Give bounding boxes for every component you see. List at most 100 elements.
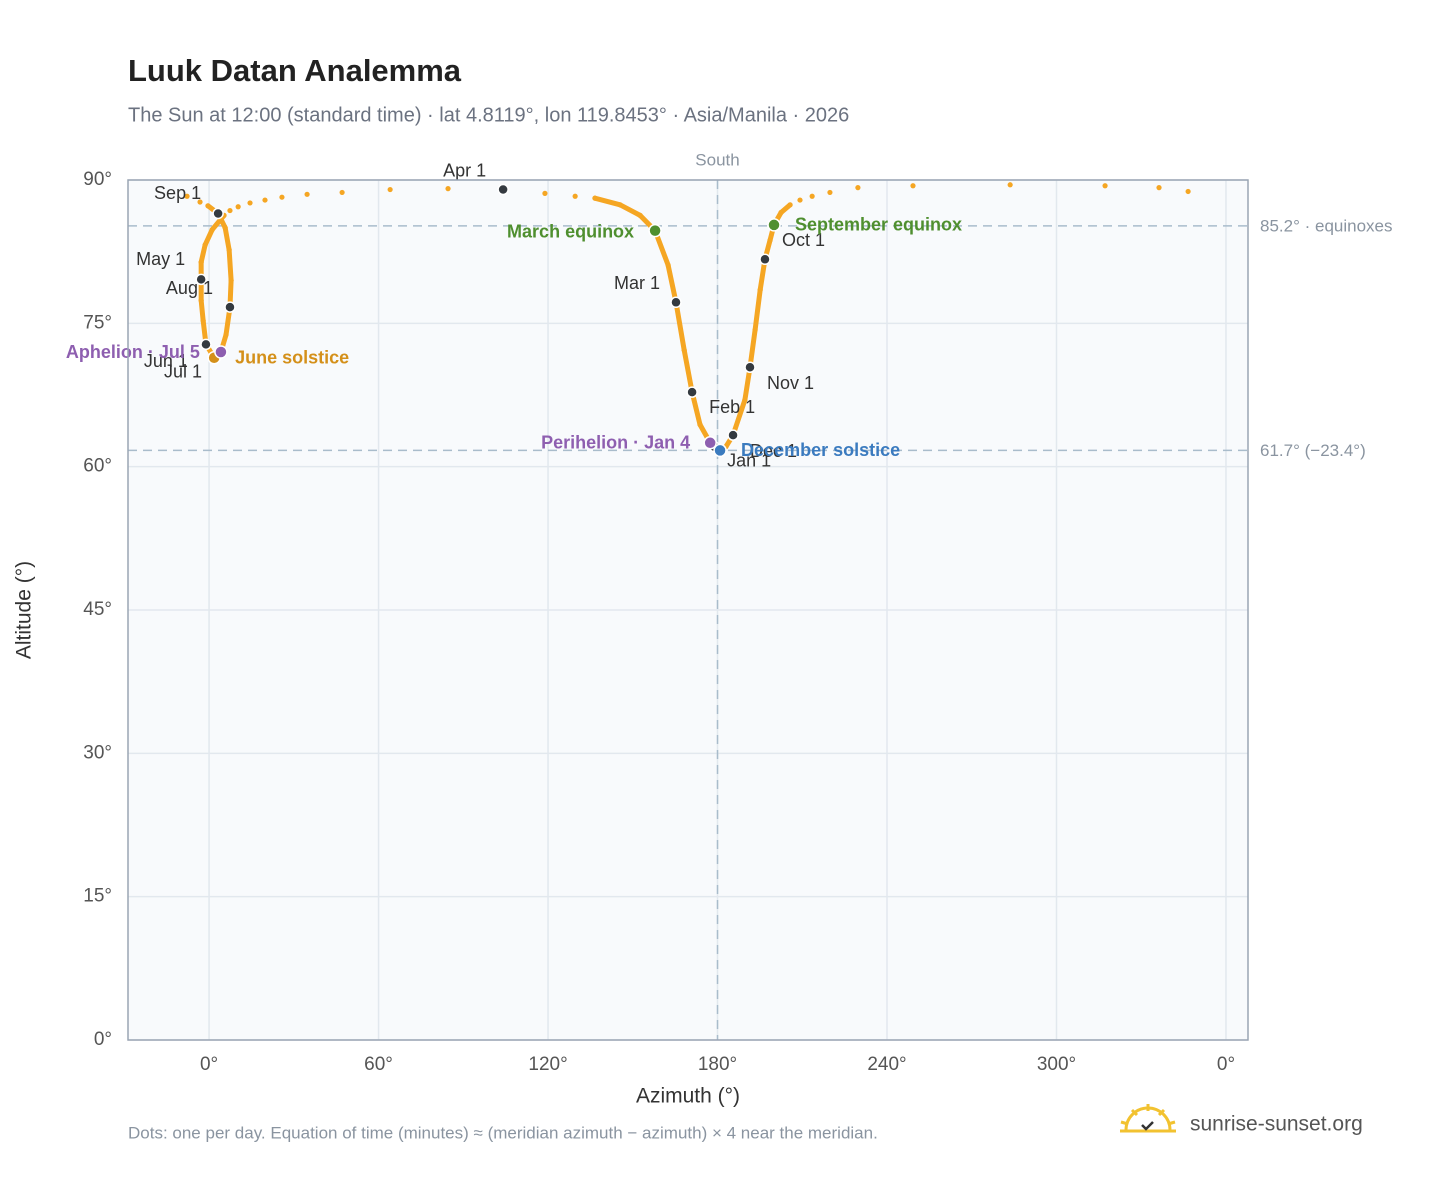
day-dot xyxy=(1156,185,1162,191)
curve-segment xyxy=(730,397,748,438)
day-dot xyxy=(809,193,815,199)
day-dot xyxy=(778,209,784,216)
x-tick-label: 300° xyxy=(1037,1054,1076,1075)
month-label: Oct 1 xyxy=(782,230,825,250)
x-tick-label: 60° xyxy=(364,1054,393,1075)
month-label: Mar 1 xyxy=(614,273,660,293)
x-tick-label: 0° xyxy=(200,1054,218,1075)
x-tick-label: 120° xyxy=(528,1054,567,1075)
meridian-label: South xyxy=(695,150,739,169)
curve-segment xyxy=(198,297,206,323)
chart-title: Luuk Datan Analemma xyxy=(128,53,462,88)
month-marker xyxy=(686,386,698,398)
month-marker xyxy=(200,338,212,351)
month-marker xyxy=(497,183,509,196)
event-marker xyxy=(703,436,717,450)
day-dot xyxy=(228,277,234,283)
curve-segment xyxy=(665,262,679,305)
day-dot xyxy=(572,193,578,199)
event-marker xyxy=(648,223,662,238)
curve-segment xyxy=(198,242,208,265)
day-dot xyxy=(757,287,763,293)
curve-segment xyxy=(752,287,763,333)
brand: sunrise-sunset.org xyxy=(1190,1113,1363,1136)
chart-subtitle: The Sun at 12:00 (standard time) · lat 4… xyxy=(128,104,849,126)
y-tick-label: 75° xyxy=(83,312,112,333)
day-dot xyxy=(445,186,451,192)
month-marker xyxy=(759,253,771,266)
month-label: Jan 1 xyxy=(727,450,771,470)
month-label: Nov 1 xyxy=(767,373,814,393)
day-dot xyxy=(697,422,703,428)
day-dot xyxy=(304,191,310,197)
event-label: Perihelion · Jan 4 xyxy=(541,433,690,453)
month-label: Aug 1 xyxy=(166,278,213,298)
reference-lines xyxy=(128,180,1248,1040)
day-dot xyxy=(1102,183,1108,189)
day-dot xyxy=(198,259,204,265)
month-label: Sep 1 xyxy=(154,183,201,203)
day-dot xyxy=(235,204,241,210)
event-marker xyxy=(767,218,781,232)
x-tick-label: 0° xyxy=(1217,1054,1235,1075)
month-label: Jun 1 xyxy=(144,351,188,371)
event-label: December solstice xyxy=(741,440,900,460)
month-marker xyxy=(744,361,756,374)
event-label: Aphelion · Jul 5 xyxy=(66,342,200,362)
day-dot xyxy=(665,262,671,268)
day-dot xyxy=(797,197,803,203)
y-tick-label: 60° xyxy=(83,456,112,477)
curve-segment xyxy=(673,299,687,353)
month-marker xyxy=(670,296,682,309)
event-marker xyxy=(214,345,228,359)
y-axis-title: Altitude (°) xyxy=(13,561,36,659)
y-tick-label: 90° xyxy=(83,169,112,190)
day-dot xyxy=(617,202,623,208)
day-dot xyxy=(198,297,204,303)
day-dot xyxy=(592,195,598,201)
curve-segment xyxy=(226,247,234,283)
day-dot xyxy=(200,317,206,324)
month-marker xyxy=(195,273,207,286)
curve-segment xyxy=(202,227,215,248)
day-dot xyxy=(910,183,916,189)
month-label: Dec 1 xyxy=(750,441,797,461)
day-dot xyxy=(767,237,773,243)
month-label: Feb 1 xyxy=(709,397,755,417)
footnote: Dots: one per day. Equation of time (min… xyxy=(128,1123,878,1142)
day-dot xyxy=(681,347,687,353)
curve-segment xyxy=(747,327,758,370)
day-dot xyxy=(827,189,833,196)
curve-segment xyxy=(681,347,695,395)
day-dot xyxy=(202,242,208,248)
day-dot xyxy=(222,225,228,231)
day-dot xyxy=(742,397,748,403)
month-label: Apr 1 xyxy=(443,160,486,180)
reference-label: 61.7° (−23.4°) xyxy=(1260,441,1366,460)
day-dot xyxy=(184,193,190,199)
curve-segment xyxy=(592,195,623,208)
day-dot xyxy=(1007,182,1013,188)
day-dot xyxy=(262,197,268,203)
day-dot xyxy=(387,186,393,193)
month-label: May 1 xyxy=(136,249,185,269)
day-dot xyxy=(339,189,345,196)
event-label: March equinox xyxy=(507,221,634,241)
x-tick-label: 240° xyxy=(867,1054,906,1075)
day-dot xyxy=(1185,188,1191,195)
month-marker xyxy=(727,429,739,441)
plot-border xyxy=(127,179,1249,1041)
y-tick-label: 0° xyxy=(94,1029,112,1050)
curve-segment xyxy=(617,202,643,218)
day-dot xyxy=(787,202,793,208)
y-tick-label: 15° xyxy=(83,886,112,907)
x-axis-title: Azimuth (°) xyxy=(636,1085,740,1108)
day-dot xyxy=(247,200,253,206)
x-tick-label: 180° xyxy=(698,1054,737,1075)
day-dot xyxy=(226,247,232,253)
day-dot xyxy=(752,327,758,333)
day-dot xyxy=(209,227,215,233)
curve-segment xyxy=(222,225,232,253)
